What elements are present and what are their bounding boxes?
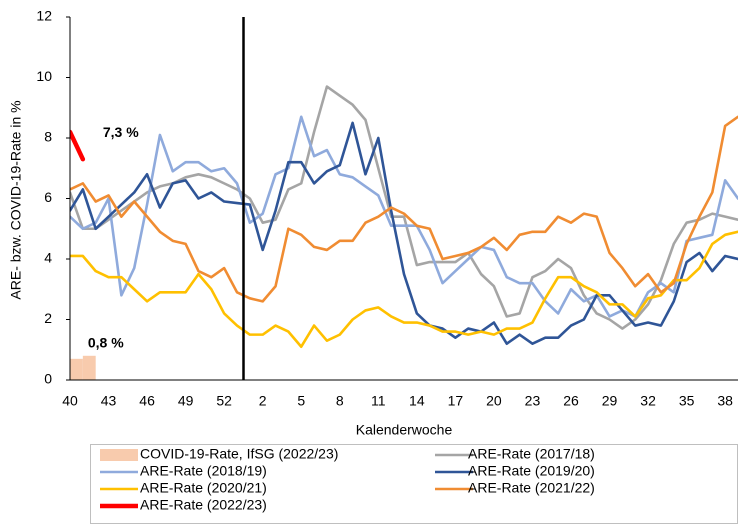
legend-label: ARE-Rate (2017/18) xyxy=(468,446,595,462)
x-tick-label: 14 xyxy=(409,393,425,409)
x-tick-label: 46 xyxy=(139,393,155,409)
data-label: 0,8 % xyxy=(88,335,124,351)
x-tick-label: 40 xyxy=(62,393,78,409)
x-tick-label: 35 xyxy=(679,393,695,409)
series-line xyxy=(70,230,738,349)
x-tick-label: 29 xyxy=(602,393,618,409)
series-line xyxy=(70,121,738,345)
legend-label: ARE-Rate (2022/23) xyxy=(140,497,267,513)
legend-label: ARE-Rate (2021/22) xyxy=(468,480,595,496)
x-tick-label: 11 xyxy=(371,393,386,409)
x-tick-label: 5 xyxy=(297,393,305,409)
y-tick-label: 10 xyxy=(36,68,52,84)
x-tick-label: 26 xyxy=(563,393,579,409)
y-tick-label: 2 xyxy=(44,310,52,326)
legend-label: ARE-Rate (2020/21) xyxy=(140,480,267,496)
x-tick-label: 52 xyxy=(216,393,232,409)
legend-swatch xyxy=(100,449,138,461)
bar xyxy=(82,355,96,380)
data-label: 7,3 % xyxy=(103,124,139,140)
x-tick-label: 17 xyxy=(448,393,464,409)
x-tick-label: 32 xyxy=(640,393,656,409)
x-axis-title: Kalenderwoche xyxy=(356,422,453,438)
bar xyxy=(70,358,83,380)
y-tick-label: 8 xyxy=(44,129,52,145)
y-axis-title: ARE- bzw. COVID-19-Rate in % xyxy=(8,100,24,299)
x-tick-label: 43 xyxy=(101,393,117,409)
x-tick-label: 2 xyxy=(259,393,267,409)
series-line xyxy=(70,115,738,318)
y-tick-label: 4 xyxy=(44,250,52,266)
y-tick-label: 12 xyxy=(36,8,52,24)
series-line xyxy=(70,115,738,303)
y-tick-label: 6 xyxy=(44,189,52,205)
x-tick-label: 38 xyxy=(717,393,733,409)
series-line xyxy=(70,129,86,162)
plot-area xyxy=(70,85,738,380)
x-tick-label: 49 xyxy=(178,393,194,409)
y-tick-label: 0 xyxy=(44,371,52,387)
legend-label: ARE-Rate (2019/20) xyxy=(468,463,595,479)
legend-label: COVID-19-Rate, IfSG (2022/23) xyxy=(140,446,338,462)
x-tick-label: 23 xyxy=(525,393,541,409)
legend-label: ARE-Rate (2018/19) xyxy=(140,463,267,479)
x-tick-label: 20 xyxy=(486,393,502,409)
series-line xyxy=(70,85,738,330)
x-tick-label: 8 xyxy=(336,393,344,409)
